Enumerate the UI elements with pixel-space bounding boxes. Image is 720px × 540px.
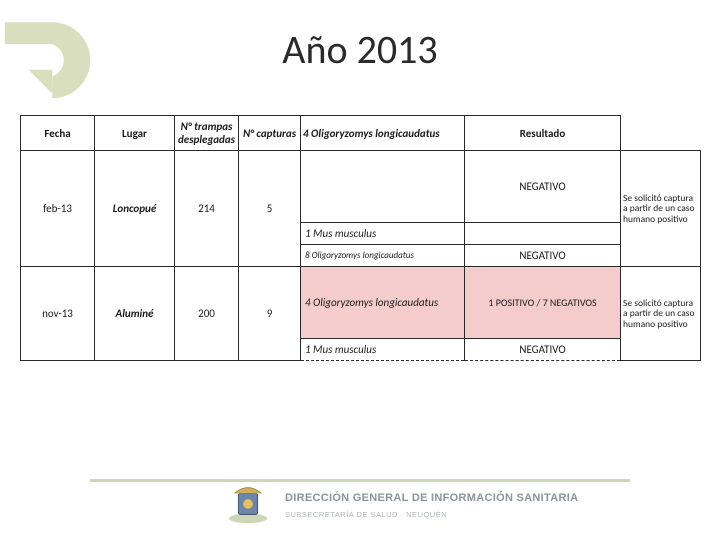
cell-capturas: 5 [239, 151, 301, 267]
col-resultado: Resultado [465, 116, 621, 151]
cell-resultado: 1 POSITIVO / 7 NEGATIVOS [465, 267, 621, 339]
cell-especie: 8 Oligoryzomys longicaudatus [301, 245, 465, 267]
cell-trampas: 214 [175, 151, 239, 267]
cell-lugar: Aluminé [95, 267, 175, 361]
cell-lugar: Loncopué [95, 151, 175, 267]
col-especie: 4 Oligoryzomys longicaudatus [301, 116, 465, 151]
cell-fecha: nov-13 [21, 267, 95, 361]
footer-accent-bar [90, 479, 630, 482]
cell-resultado: NEGATIVO [465, 151, 621, 223]
table-header-row: Fecha Lugar N° trampas desplegadas N° ca… [21, 116, 701, 151]
cell-obs: Se solicitó captura a partir de un caso … [621, 151, 701, 267]
col-lugar: Lugar [95, 116, 175, 151]
data-table: Fecha Lugar N° trampas desplegadas N° ca… [20, 115, 700, 361]
table-row: nov-13 Aluminé 200 9 4 Oligoryzomys long… [21, 267, 701, 339]
cell-trampas: 200 [175, 267, 239, 361]
footer-crest-icon [225, 480, 271, 526]
table-row: feb-13 Loncopué 214 5 NEGATIVO Se solici… [21, 151, 701, 223]
cell-capturas: 9 [239, 267, 301, 361]
cell-resultado: NEGATIVO [465, 339, 621, 361]
cell-fecha: feb-13 [21, 151, 95, 267]
cell-especie: 4 Oligoryzomys longicaudatus [301, 267, 465, 339]
footer-title: DIRECCIÓN GENERAL DE INFORMACIÓN SANITAR… [285, 492, 578, 504]
col-obs-empty [621, 116, 701, 151]
cell-especie [301, 151, 465, 223]
cell-especie: 1 Mus musculus [301, 223, 465, 245]
footer-subtitle: SUBSECRETARÍA DE SALUD · NEUQUÉN [285, 510, 447, 519]
cell-resultado [465, 223, 621, 245]
cell-resultado: NEGATIVO [465, 245, 621, 267]
page-title: Año 2013 [0, 25, 720, 74]
cell-especie: 1 Mus musculus [301, 339, 465, 361]
col-capturas: N° capturas [239, 116, 301, 151]
col-trampas: N° trampas desplegadas [175, 116, 239, 151]
col-fecha: Fecha [21, 116, 95, 151]
cell-obs: Se solicitó captura a partir de un caso … [621, 267, 701, 361]
